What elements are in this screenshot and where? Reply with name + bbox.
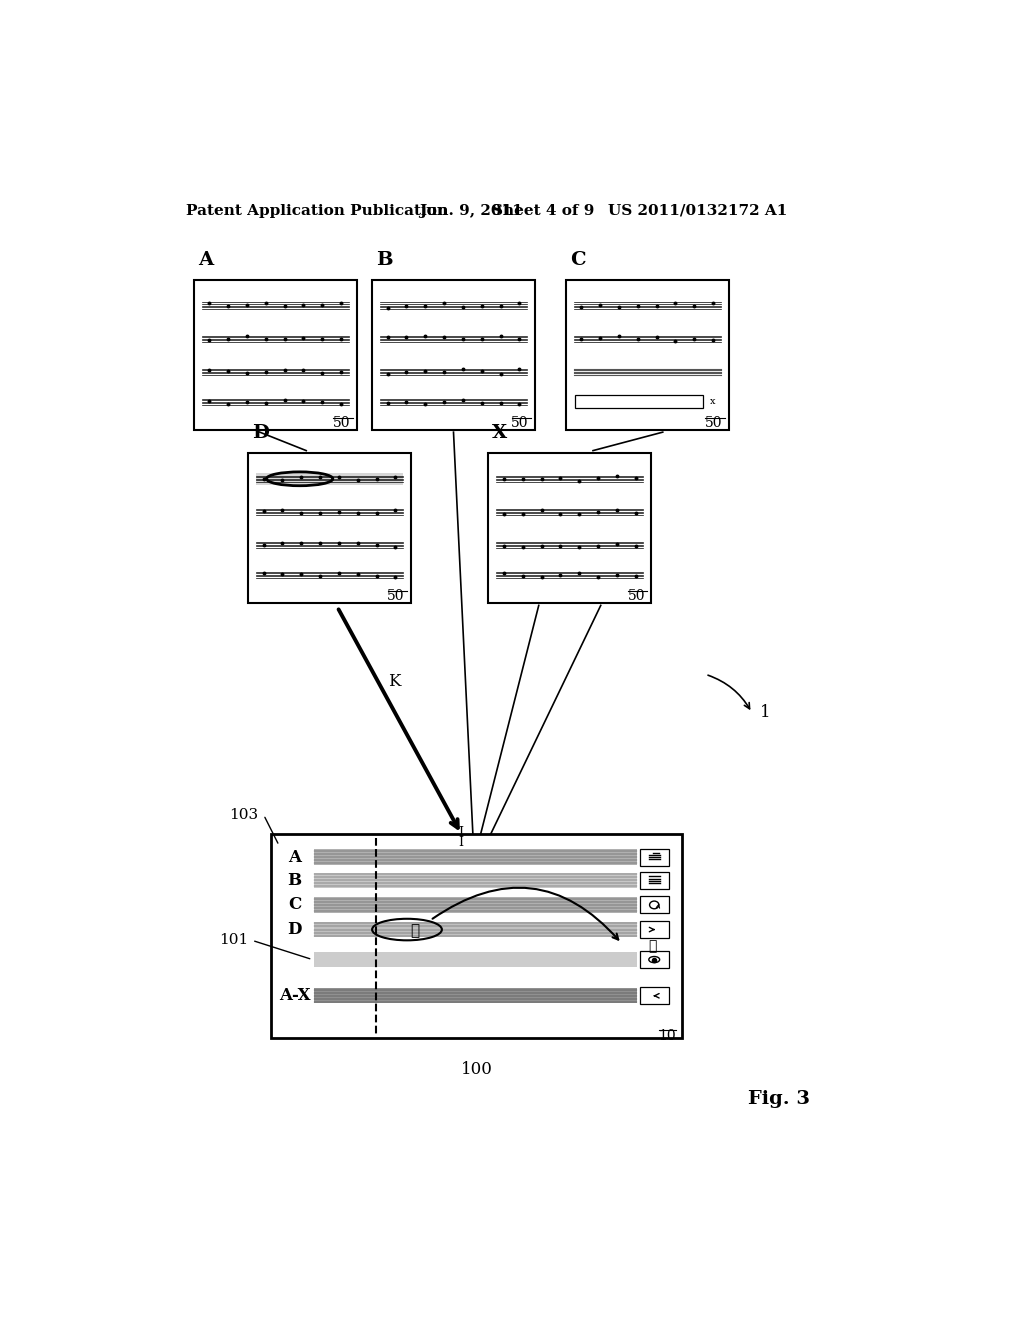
Bar bbox=[575, 396, 703, 408]
Text: Fig. 3: Fig. 3 bbox=[748, 1090, 810, 1107]
Bar bbox=[640, 987, 669, 1005]
Text: A-X: A-X bbox=[279, 987, 310, 1005]
Bar bbox=[640, 871, 669, 888]
Text: 1: 1 bbox=[760, 705, 770, 721]
Text: K: K bbox=[388, 673, 400, 690]
Bar bbox=[640, 921, 669, 939]
Bar bbox=[314, 850, 637, 865]
Text: 50: 50 bbox=[511, 416, 528, 430]
Text: B: B bbox=[288, 871, 302, 888]
Bar bbox=[256, 473, 403, 484]
Text: 100: 100 bbox=[461, 1061, 493, 1078]
Text: ✋: ✋ bbox=[411, 924, 419, 939]
Text: Patent Application Publication: Patent Application Publication bbox=[186, 203, 449, 218]
Text: 101: 101 bbox=[219, 933, 248, 948]
Text: C: C bbox=[288, 896, 301, 913]
Bar bbox=[194, 280, 356, 430]
Text: I: I bbox=[459, 837, 464, 849]
Bar bbox=[314, 921, 637, 937]
Bar bbox=[566, 280, 729, 430]
Bar bbox=[640, 849, 669, 866]
Bar bbox=[314, 952, 637, 968]
Bar bbox=[372, 280, 535, 430]
Text: 103: 103 bbox=[229, 808, 258, 822]
Bar bbox=[640, 896, 669, 913]
Text: ✋: ✋ bbox=[648, 940, 656, 953]
Text: D: D bbox=[288, 921, 302, 939]
Text: US 2011/0132172 A1: US 2011/0132172 A1 bbox=[608, 203, 787, 218]
Bar bbox=[271, 834, 682, 1038]
Bar bbox=[248, 453, 411, 603]
Text: 10: 10 bbox=[658, 1028, 676, 1043]
Text: 50: 50 bbox=[333, 416, 350, 430]
Bar bbox=[488, 453, 651, 603]
Bar bbox=[314, 989, 637, 1003]
Text: 50: 50 bbox=[705, 416, 722, 430]
Text: D: D bbox=[252, 424, 269, 442]
Text: X: X bbox=[493, 424, 508, 442]
Text: A: A bbox=[288, 849, 301, 866]
Bar bbox=[640, 952, 669, 968]
Text: A: A bbox=[198, 251, 213, 269]
Text: 50: 50 bbox=[628, 589, 645, 603]
Text: x: x bbox=[711, 397, 716, 407]
Text: 50: 50 bbox=[387, 589, 404, 603]
Text: I: I bbox=[459, 826, 464, 840]
Bar bbox=[314, 898, 637, 912]
Text: B: B bbox=[376, 251, 392, 269]
Text: Jun. 9, 2011: Jun. 9, 2011 bbox=[419, 203, 522, 218]
Bar bbox=[314, 873, 637, 888]
Text: C: C bbox=[569, 251, 586, 269]
Text: Sheet 4 of 9: Sheet 4 of 9 bbox=[493, 203, 595, 218]
